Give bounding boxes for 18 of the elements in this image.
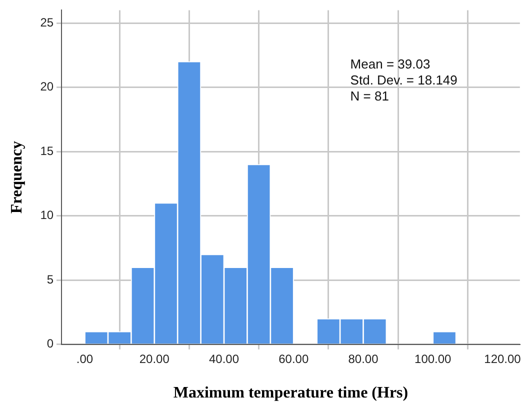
x-tick-label: .00: [76, 352, 94, 366]
x-tick-label: 120.00: [484, 352, 522, 366]
x-tick-label: 40.00: [208, 352, 240, 366]
x-tick-label: 100.00: [414, 352, 452, 366]
y-tick-label: 10: [40, 208, 54, 222]
y-tick-label: 15: [40, 144, 54, 158]
x-tick-label: 80.00: [348, 352, 379, 366]
annotation: Std. Dev. = 18.149: [350, 72, 458, 88]
y-tick-label: 25: [40, 15, 54, 30]
y-axis-title: Frequency: [8, 141, 26, 214]
x-axis-title: Maximum temperature time (Hrs): [173, 384, 408, 402]
annotation: Mean = 39.03: [350, 56, 430, 72]
x-tick-label: 20.00: [139, 352, 170, 366]
y-tick-label: 20: [40, 80, 54, 94]
annotation: N = 81: [350, 88, 389, 104]
x-tick-label: 60.00: [278, 352, 309, 366]
y-tick-label: 5: [46, 272, 54, 286]
y-tick-label: 0: [46, 336, 54, 351]
